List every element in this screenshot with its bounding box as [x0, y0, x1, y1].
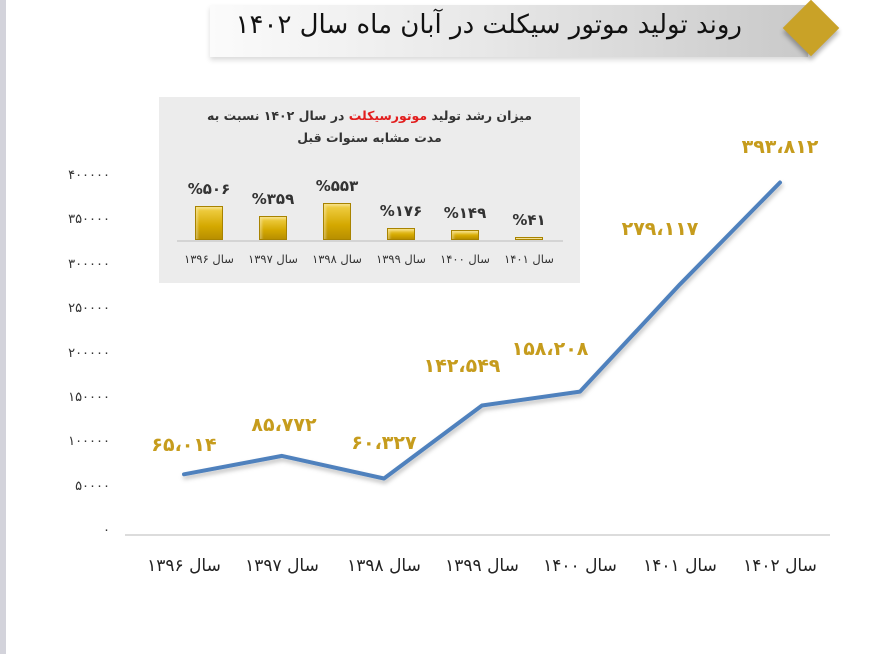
bar-value-label: %۵۰۶ [187, 180, 231, 199]
production-line [182, 180, 782, 481]
bar-category-label: سال ۱۳۹۹ [376, 252, 426, 266]
page-title: روند تولید موتور سیکلت در آبان ماه سال ۱… [235, 10, 742, 40]
x-tick-label: سال ۱۳۹۶ [147, 556, 221, 576]
growth-bar [323, 203, 351, 240]
data-label: ۱۵۸،۲۰۸ [511, 337, 589, 360]
inset-title-highlight: موتورسیکلت [348, 108, 428, 123]
x-tick-label: سال ۱۳۹۹ [445, 556, 519, 576]
bar-category-label: سال ۱۳۹۸ [312, 252, 362, 266]
bar-value-label: %۱۷۶ [379, 202, 423, 221]
y-tick-label: ۳۵۰۰۰۰ [68, 212, 110, 228]
growth-bar [259, 215, 287, 240]
bar-category-label: سال ۱۴۰۰ [440, 252, 490, 266]
y-tick-label: ۰ [103, 523, 110, 538]
bar-value-label: %۴۱ [512, 211, 546, 229]
x-tick-label: سال ۱۳۹۸ [347, 556, 421, 576]
inset-axis-line [177, 240, 563, 242]
y-tick-label: ۱۵۰۰۰۰ [68, 389, 110, 405]
inset-title-line2: مدت مشابه سنوات قبل [297, 130, 442, 145]
x-tick-label: سال ۱۴۰۲ [743, 556, 817, 576]
bar-value-label: %۳۵۹ [251, 189, 295, 208]
y-tick-label: ۲۵۰۰۰۰ [68, 301, 110, 317]
inset-title: میزان رشد تولید موتورسیکلت در سال ۱۴۰۲ ن… [159, 105, 580, 149]
data-label: ۱۴۲،۵۴۹ [423, 355, 501, 378]
x-tick-label: سال ۱۴۰۰ [543, 556, 617, 576]
inset-title-text: میزان رشد تولید [427, 108, 532, 123]
data-label: ۸۵،۷۷۲ [251, 413, 317, 436]
left-edge-strip [0, 0, 6, 654]
bar-category-label: سال ۱۳۹۶ [184, 252, 234, 266]
data-label: ۳۹۳،۸۱۲ [741, 136, 819, 159]
growth-bar [515, 237, 543, 240]
growth-bar [387, 228, 415, 240]
bar-category-label: سال ۱۳۹۷ [248, 252, 298, 266]
x-tick-label: سال ۱۴۰۱ [643, 556, 717, 576]
growth-bar [451, 230, 479, 240]
inset-title-text-2: در سال ۱۴۰۲ نسبت به [207, 108, 349, 123]
y-tick-label: ۲۰۰۰۰۰ [68, 345, 110, 361]
bar-value-label: %۵۵۳ [315, 177, 359, 195]
y-tick-label: ۵۰۰۰۰ [75, 478, 110, 494]
bar-value-label: %۱۴۹ [443, 204, 487, 223]
y-tick-label: ۳۰۰۰۰۰ [68, 256, 110, 272]
growth-bar [195, 206, 223, 240]
data-label: ۲۷۹،۱۱۷ [621, 218, 699, 241]
y-tick-label: ۱۰۰۰۰۰ [68, 434, 110, 450]
title-banner: روند تولید موتور سیکلت در آبان ماه سال ۱… [210, 5, 808, 57]
data-label: ۶۵،۰۱۴ [151, 434, 217, 457]
growth-inset-chart: میزان رشد تولید موتورسیکلت در سال ۱۴۰۲ ن… [159, 97, 580, 283]
x-tick-label: سال ۱۳۹۷ [245, 556, 319, 576]
bar-category-label: سال ۱۴۰۱ [504, 252, 554, 266]
y-tick-label: ۴۰۰۰۰۰ [68, 168, 110, 183]
data-label: ۶۰،۳۲۷ [351, 432, 417, 455]
